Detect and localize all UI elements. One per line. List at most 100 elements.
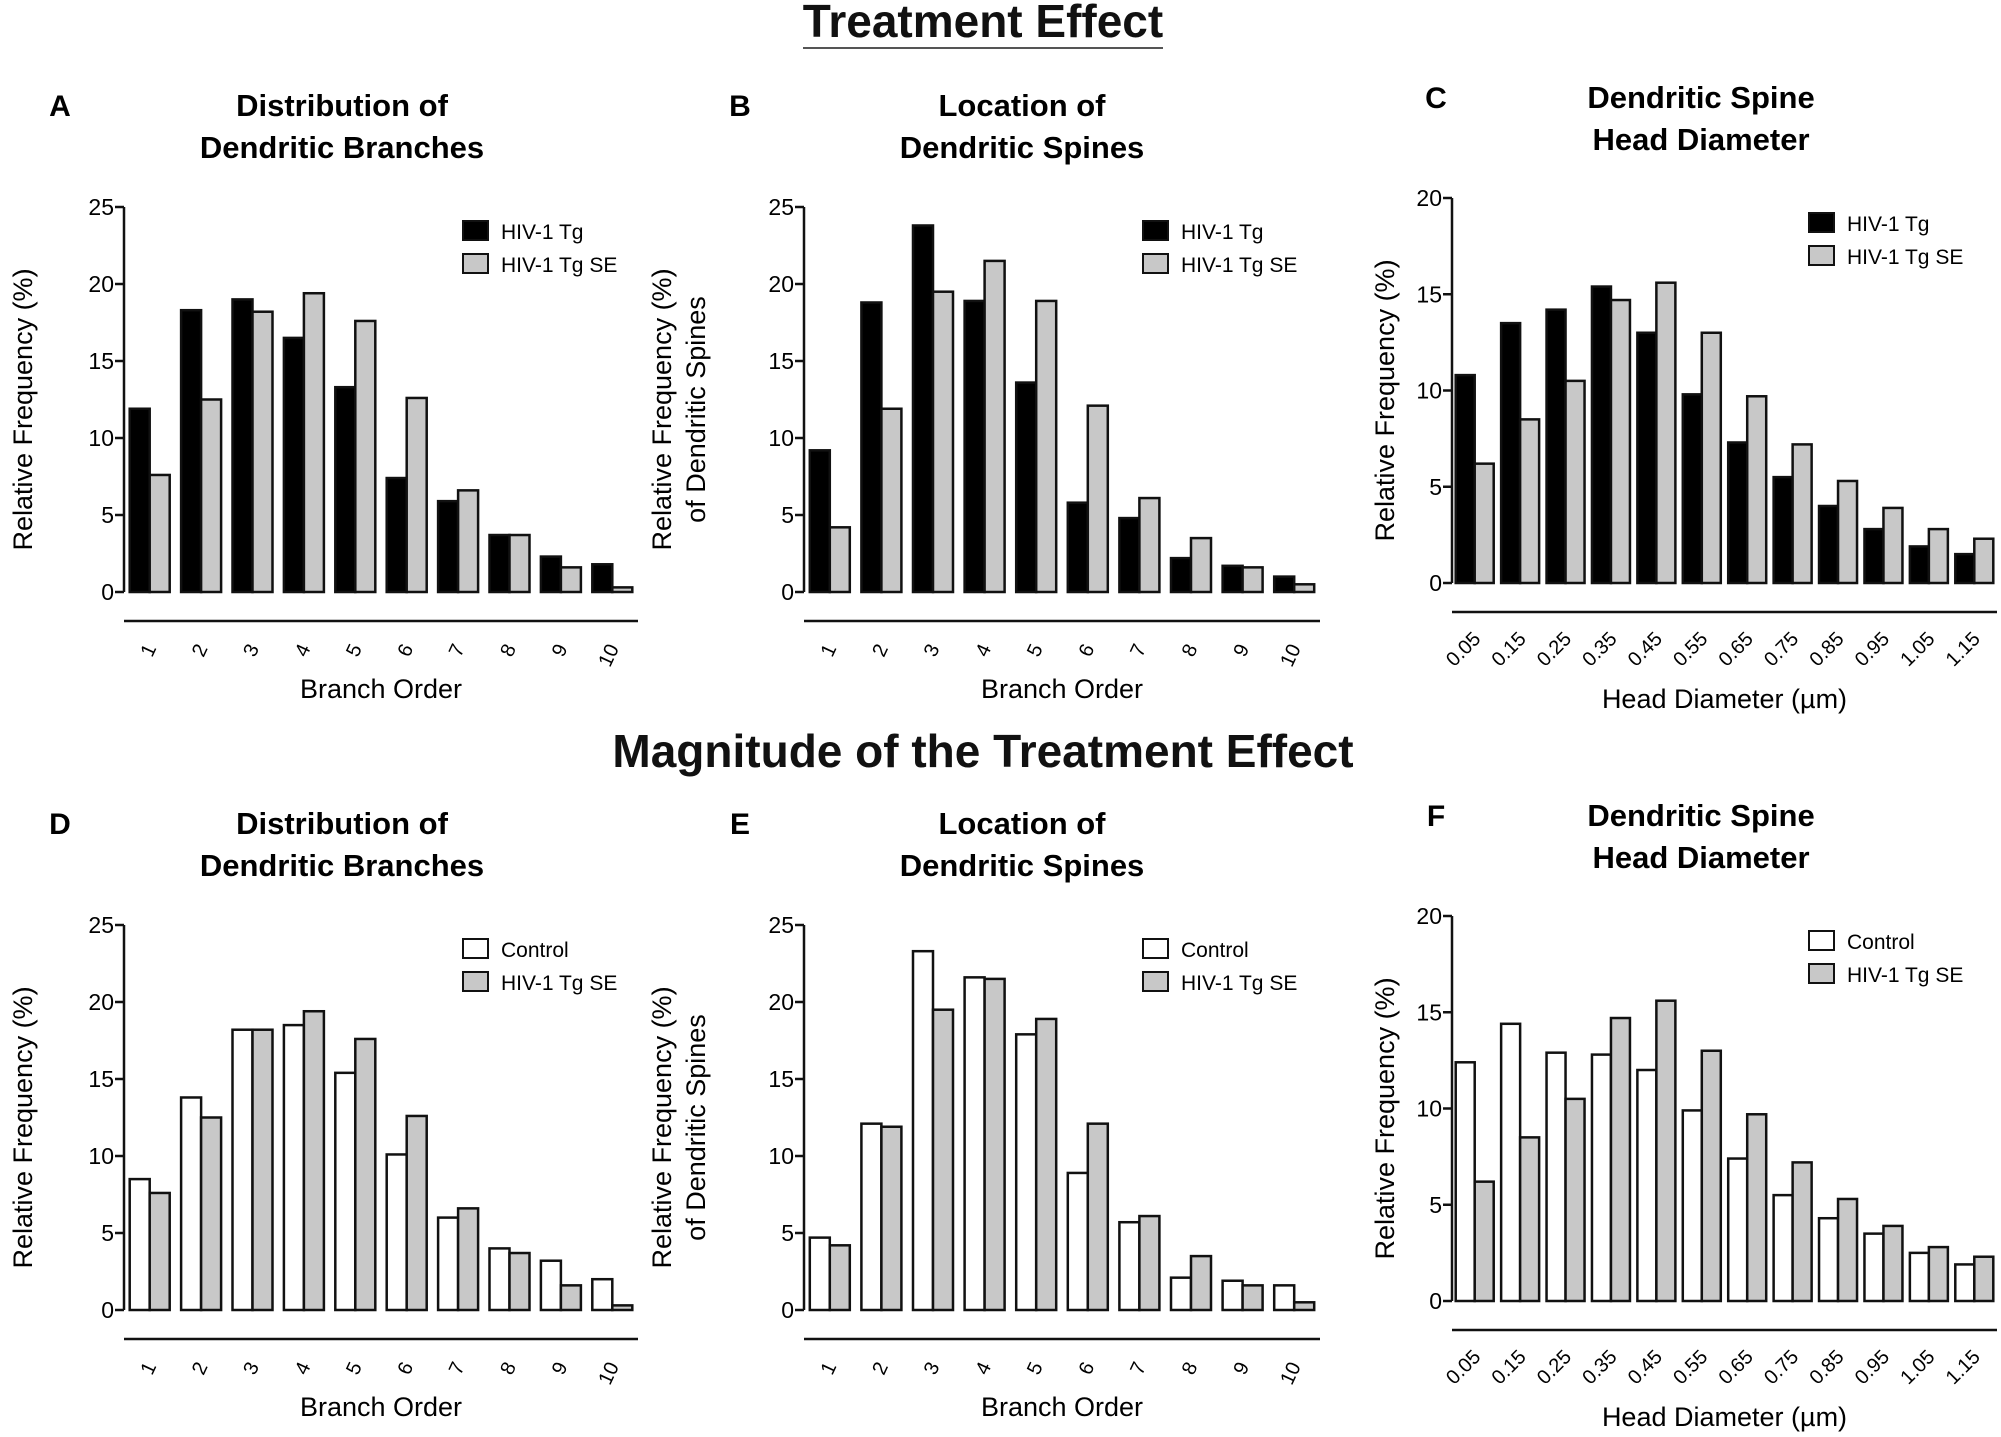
- bar-white: [128, 1177, 151, 1312]
- x-axis-label: Branch Order: [981, 674, 1143, 704]
- bar-black: [282, 336, 306, 594]
- bar-black: [1169, 556, 1193, 594]
- bar-gray: [983, 977, 1006, 1312]
- y-axis-label: Relative Frequency (%): [8, 986, 38, 1268]
- bar-white: [1681, 1109, 1704, 1303]
- bar-white: [911, 949, 935, 1312]
- bar-gray: [1700, 1049, 1723, 1303]
- bar-gray: [1700, 331, 1723, 585]
- bar-black: [1772, 475, 1794, 585]
- chart-title: Dendritic Branches: [200, 848, 484, 883]
- x-tick-label: 5: [342, 1359, 367, 1378]
- y-tick-label: 20: [1416, 185, 1442, 211]
- legend-swatch-black: [462, 220, 489, 241]
- bar-gray: [880, 407, 903, 594]
- bar-gray: [456, 1207, 480, 1312]
- bar-gray: [1655, 999, 1677, 1303]
- x-tick-label: 7: [1126, 1359, 1151, 1378]
- y-axis-label: of Dendritic Spines: [681, 296, 711, 523]
- x-tick-label: 2: [188, 641, 213, 660]
- bar-gray: [508, 533, 531, 594]
- bar-gray: [1189, 1254, 1213, 1312]
- bar-gray: [251, 310, 274, 594]
- x-tick-label: 3: [239, 1359, 264, 1378]
- bar-gray: [1791, 1161, 1813, 1303]
- bar-white: [1726, 1157, 1749, 1303]
- x-tick-label: 9: [1229, 641, 1254, 660]
- x-tick-label: 2: [188, 1359, 213, 1378]
- legend-swatch-black: [1808, 212, 1835, 233]
- y-tick-label: 5: [781, 502, 794, 528]
- legend-label: HIV-1 Tg SE: [1181, 972, 1297, 995]
- bar-white: [179, 1096, 203, 1312]
- bar-gray: [1564, 379, 1586, 585]
- chart-title: Dendritic Branches: [200, 130, 484, 165]
- bar-gray: [1927, 527, 1950, 585]
- x-tick-label: 0.45: [1624, 628, 1667, 671]
- x-tick-label: 8: [1178, 641, 1203, 660]
- heading-treatment-effect-text: Treatment Effect: [802, 0, 1164, 49]
- x-axis-label: Branch Order: [300, 1392, 462, 1422]
- bar-white: [282, 1023, 306, 1312]
- y-tick-label: 10: [768, 1143, 794, 1169]
- bar-white: [1118, 1220, 1141, 1312]
- bar-gray: [148, 473, 171, 594]
- y-tick-label: 0: [781, 579, 794, 605]
- bar-gray: [456, 489, 480, 594]
- y-tick-label: 25: [768, 912, 794, 938]
- x-tick-label: 1.15: [1942, 1346, 1985, 1389]
- bar-white: [1169, 1276, 1193, 1312]
- x-tick-label: 0.05: [1442, 628, 1485, 671]
- bar-black: [1726, 441, 1749, 585]
- x-tick-label: 4: [971, 641, 996, 660]
- bar-white: [1454, 1061, 1476, 1303]
- y-tick-label: 10: [1416, 378, 1442, 404]
- legend: Control HIV-1 Tg SE: [1142, 938, 1297, 995]
- bar-white: [1066, 1171, 1090, 1312]
- bar-gray: [1034, 299, 1058, 594]
- bar-gray: [1241, 1284, 1264, 1312]
- legend-label: Control: [1181, 939, 1249, 962]
- x-tick-label: 0.25: [1533, 628, 1576, 671]
- bar-gray: [1086, 404, 1110, 594]
- bar-gray: [1292, 583, 1316, 594]
- x-tick-label: 2: [868, 1359, 893, 1378]
- bar-gray: [148, 1191, 171, 1312]
- bar-white: [539, 1259, 563, 1312]
- heading-magnitude-text: Magnitude of the Treatment Effect: [612, 725, 1354, 777]
- chart-title: Location of: [938, 806, 1106, 841]
- x-tick-label: 9: [548, 641, 573, 660]
- x-tick-label: 0.55: [1669, 1346, 1712, 1389]
- x-tick-label: 8: [1178, 1359, 1203, 1378]
- legend-swatch-gray: [1142, 971, 1169, 992]
- bar-white: [488, 1247, 511, 1312]
- bar-gray: [354, 319, 377, 594]
- x-tick-label: 0.85: [1805, 628, 1848, 671]
- x-tick-label: 0.25: [1533, 1346, 1576, 1389]
- bar-gray: [1292, 1301, 1316, 1312]
- x-tick-label: 2: [868, 641, 893, 660]
- legend: HIV-1 Tg HIV-1 Tg SE: [1808, 212, 1963, 269]
- y-tick-label: 20: [88, 271, 114, 297]
- bar-black: [1863, 527, 1885, 585]
- x-tick-label: 10: [594, 1359, 623, 1388]
- x-tick-label: 9: [1229, 1359, 1254, 1378]
- bar-gray: [1882, 1224, 1904, 1303]
- x-tick-label: 0.95: [1851, 1346, 1894, 1389]
- x-tick-label: 7: [1126, 641, 1151, 660]
- y-tick-label: 15: [768, 1066, 794, 1092]
- x-tick-label: 0.65: [1715, 628, 1758, 671]
- bar-white: [334, 1071, 357, 1312]
- legend-swatch-gray: [1808, 963, 1835, 984]
- x-tick-label: 5: [342, 641, 367, 660]
- x-tick-label: 0.75: [1760, 1346, 1803, 1389]
- bar-white: [1954, 1263, 1976, 1303]
- y-tick-label: 20: [88, 989, 114, 1015]
- bar-white: [1772, 1193, 1794, 1303]
- legend-label: HIV-1 Tg SE: [1847, 246, 1963, 269]
- y-tick-label: 15: [88, 348, 114, 374]
- legend-swatch-black: [1142, 220, 1169, 241]
- bar-gray: [302, 291, 326, 594]
- bar-gray: [611, 586, 634, 594]
- bar-gray: [1791, 443, 1813, 585]
